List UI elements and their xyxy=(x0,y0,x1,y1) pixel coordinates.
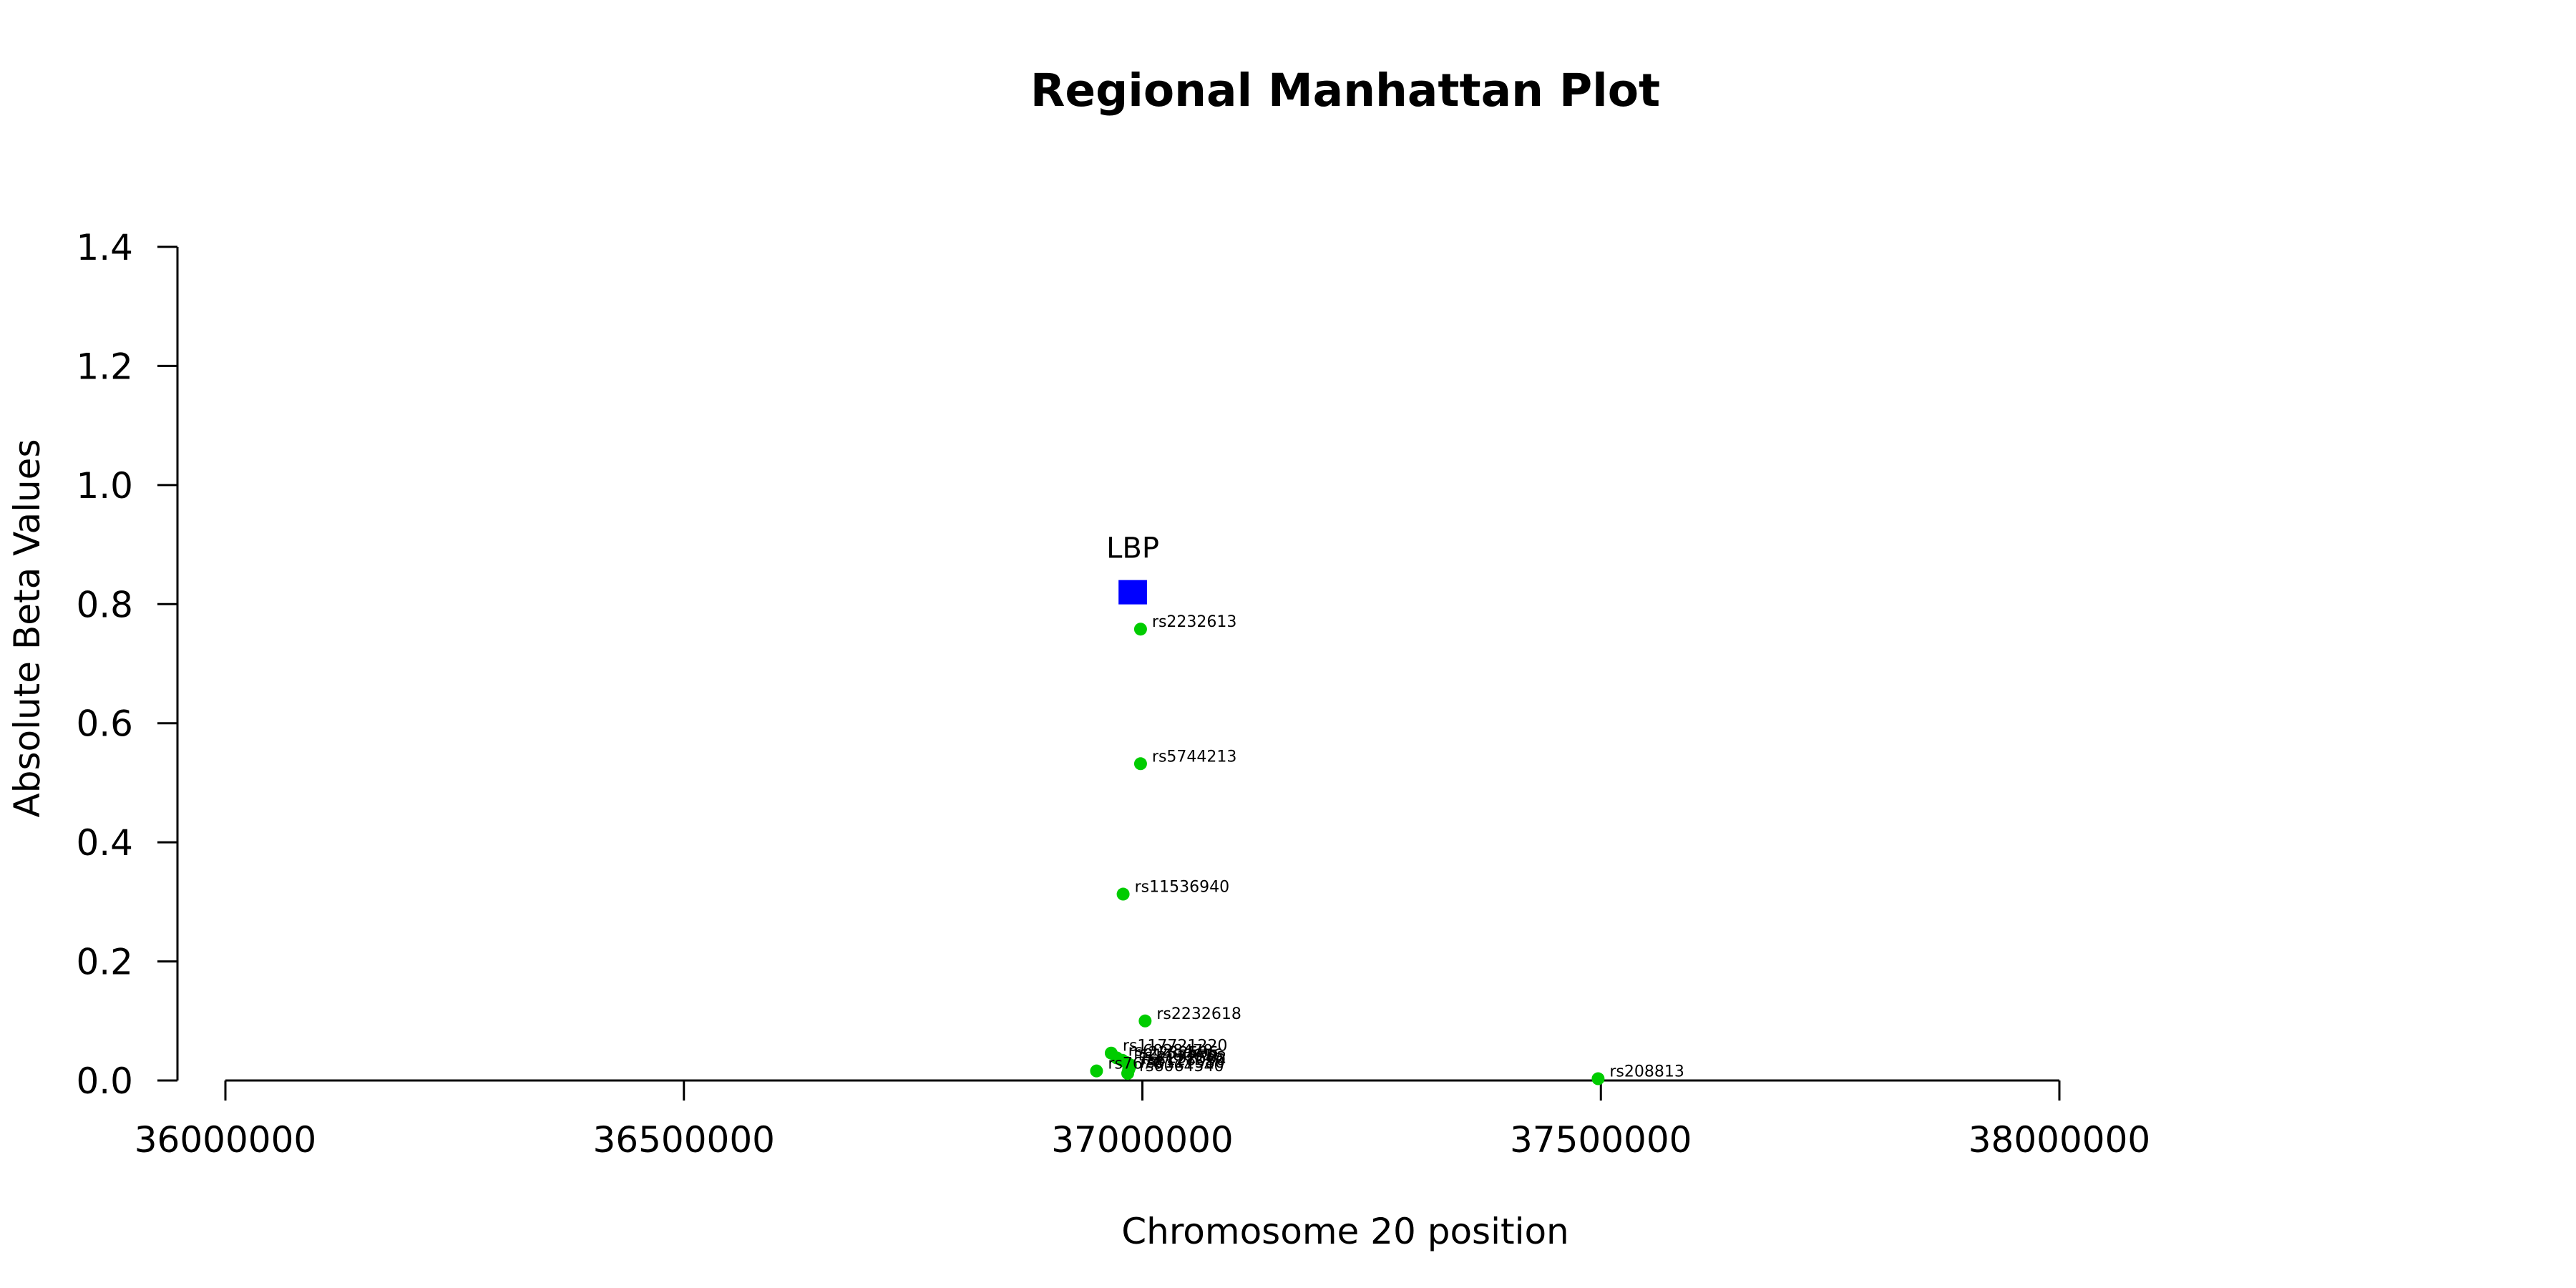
snp-point xyxy=(1133,623,1147,636)
snp-label: rs2232596 xyxy=(1133,1045,1219,1063)
snp-point xyxy=(1133,757,1147,771)
y-tick-label: 0.6 xyxy=(76,703,133,745)
x-axis-title: Chromosome 20 position xyxy=(1121,1211,1569,1252)
gene-track: LBP xyxy=(1106,532,1159,605)
y-axis: 0.0 0.2 0.4 0.6 0.8 1.0 1.2 1.4 xyxy=(76,227,179,1102)
y-tick-label: 0.8 xyxy=(76,584,133,625)
x-tick-label: 37000000 xyxy=(1051,1119,1234,1161)
x-tick-label: 36000000 xyxy=(135,1119,317,1161)
snp-point xyxy=(1121,1067,1134,1080)
x-tick-label: 37500000 xyxy=(1510,1119,1692,1161)
gene-label: LBP xyxy=(1106,532,1159,565)
snp-label: rs7676 xyxy=(1108,1055,1163,1073)
snp-label: rs6128030 xyxy=(1141,1052,1226,1070)
snp-point xyxy=(1591,1072,1605,1085)
snp-labels: rs2232613 rs5744213 rs11536940 rs2232618 rs1… xyxy=(1108,613,1684,1080)
x-axis: 36000000 36500000 37000000 37500000 38000000 xyxy=(135,1079,2151,1161)
snp-label: rs6064540 xyxy=(1139,1058,1224,1075)
gene-box xyxy=(1118,580,1147,605)
snp-point xyxy=(1090,1064,1103,1078)
snp-label: rs5744213 xyxy=(1152,748,1237,766)
snp-points xyxy=(1090,623,1605,1085)
y-tick-label: 1.4 xyxy=(76,227,133,268)
y-tick-label: 0.4 xyxy=(76,822,133,864)
x-tick-label: 38000000 xyxy=(1968,1119,2151,1161)
y-axis-title: Absolute Beta Values xyxy=(6,439,48,818)
snp-label: rs208813 xyxy=(1609,1063,1684,1081)
snp-point xyxy=(1138,1014,1152,1028)
y-tick-label: 0.2 xyxy=(76,942,133,983)
y-tick-label: 0.0 xyxy=(76,1060,133,1102)
snp-label: rs117721220 xyxy=(1123,1038,1227,1055)
snp-label: rs8117580 xyxy=(1140,1054,1225,1072)
x-tick-label: 36500000 xyxy=(593,1119,776,1161)
snp-label: rs11536940 xyxy=(1135,879,1229,897)
chart-title: Regional Manhattan Plot xyxy=(1030,64,1660,117)
y-tick-label: 1.2 xyxy=(76,346,133,387)
y-tick-label: 1.0 xyxy=(76,465,133,507)
snp-label: rs2232582 xyxy=(1142,1049,1227,1067)
snp-label: rs2232618 xyxy=(1156,1005,1241,1023)
snp-point xyxy=(1116,887,1130,901)
snp-label: rs1780616 xyxy=(1138,1047,1224,1065)
snp-label: rs2232613 xyxy=(1152,613,1237,631)
snp-label: rs6028470 xyxy=(1128,1042,1214,1060)
